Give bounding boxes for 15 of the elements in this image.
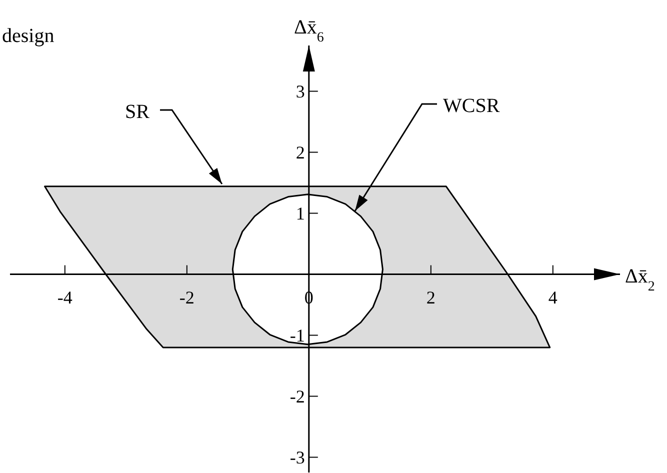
y-tick-label: 2 [296, 142, 305, 162]
text: WCSR [443, 95, 500, 117]
x-axis-title: Δx̄$_{2}$ [625, 265, 655, 294]
y-axis-title: Δx̄$_{6}$ [294, 16, 324, 45]
y-tick-label: -3 [290, 447, 305, 468]
x-tick-label: 2 [426, 287, 436, 308]
text: SR [125, 101, 150, 123]
x-tick-label: -2 [179, 287, 194, 308]
x-tick-label: -4 [57, 287, 72, 308]
y-tick-label: -2 [290, 386, 305, 406]
y-tick-label: 1 [296, 203, 305, 224]
annotation: design [2, 25, 54, 47]
y-tick-label: -1 [290, 325, 305, 346]
y-tick-label: 3 [296, 81, 305, 102]
x-tick-label: 4 [548, 287, 558, 308]
